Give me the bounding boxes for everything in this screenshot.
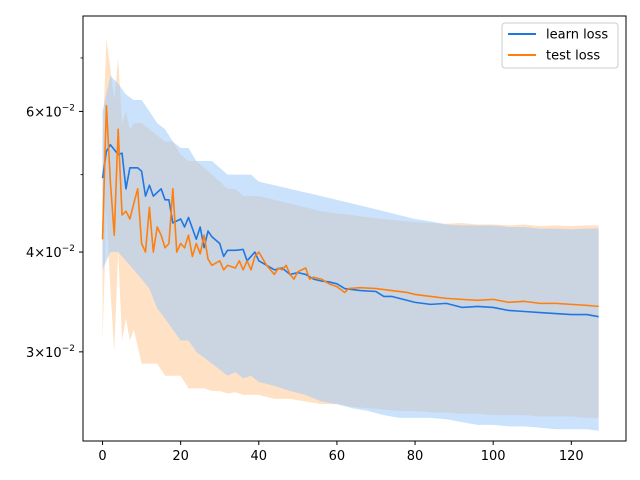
band-learn-loss	[102, 75, 599, 431]
x-tick-label-20: 20	[172, 449, 189, 464]
y-tick-label-2: 6×10−2	[26, 103, 75, 120]
x-tick-label-120: 120	[559, 449, 584, 464]
legend-label-test-loss: test loss	[546, 49, 600, 64]
confidence-bands	[102, 38, 599, 431]
x-tick-label-80: 80	[407, 449, 424, 464]
series-lines	[101, 104, 599, 318]
y-tick-label-0: 3×10−2	[26, 344, 75, 361]
x-axis: 0 20 40 60 80 100 120	[98, 441, 584, 464]
line-learn-loss	[101, 143, 599, 318]
x-tick-label-40: 40	[251, 449, 268, 464]
y-tick-label-1: 4×10−2	[26, 244, 75, 261]
plot-frame	[82, 15, 627, 442]
line-test-loss	[101, 104, 599, 308]
x-tick-label-0: 0	[98, 449, 106, 464]
legend-label-learn-loss: learn loss	[546, 28, 608, 43]
x-tick-label-100: 100	[481, 449, 506, 464]
x-tick-label-60: 60	[329, 449, 346, 464]
legend: learn loss test loss	[501, 22, 619, 69]
y-axis: 3×10−2 4×10−2 6×10−2	[26, 57, 83, 361]
